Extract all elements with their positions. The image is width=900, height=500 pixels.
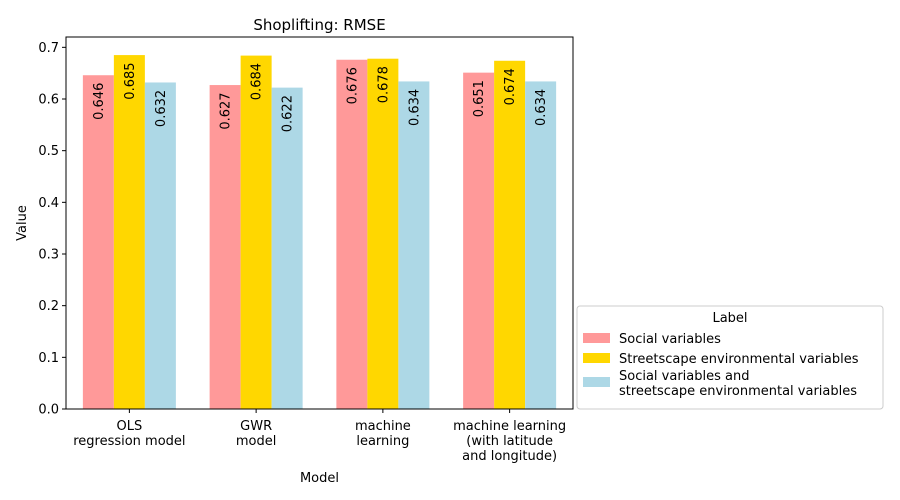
bar-value-label: 0.627 (219, 92, 234, 129)
bar-2-1 (113, 55, 145, 409)
x-axis-label: Model (300, 471, 339, 486)
bar-1-4 (463, 72, 495, 410)
legend-entry-label: Social variables and streetscape environm… (619, 369, 857, 399)
bar-value-label: 0.684 (250, 63, 265, 100)
y-tick-label: 0.0 (38, 403, 59, 418)
bar-2-2 (240, 55, 272, 409)
y-axis-label: Value (15, 205, 30, 241)
legend-swatch (583, 353, 610, 363)
bar-1-3 (336, 59, 368, 409)
bar-value-label: 0.674 (503, 68, 518, 105)
legend-title: Label (712, 311, 747, 326)
x-tick-label: machine learning (355, 419, 411, 449)
bar-3-3 (398, 81, 430, 409)
x-tick-label: machine learning (with latitude and longit… (453, 419, 566, 464)
legend-swatch (583, 333, 610, 343)
bar-value-label: 0.676 (345, 67, 360, 104)
chart-title: Shoplifting: RMSE (253, 16, 385, 34)
bar-value-label: 0.634 (534, 89, 549, 126)
bar-3-4 (525, 81, 557, 409)
bar-value-label: 0.634 (407, 89, 422, 126)
bar-value-label: 0.622 (281, 95, 296, 132)
bar-value-label: 0.685 (123, 62, 138, 99)
y-tick-label: 0.5 (38, 144, 59, 159)
bar-value-label: 0.651 (472, 80, 487, 117)
bar-2-4 (494, 60, 526, 410)
plot-area: 0.646 0.627 0.676 0.651 0.685 0.684 0.678 0.674… (38, 36, 574, 464)
y-tick-label: 0.1 (38, 351, 59, 366)
bar-value-label: 0.678 (376, 66, 391, 103)
bar-value-label: 0.646 (92, 83, 107, 120)
x-tick-label: GWR model (236, 419, 276, 449)
legend-swatch (583, 377, 610, 387)
bar-1-1 (82, 75, 114, 409)
bar-3-1 (144, 82, 176, 409)
bar-3-2 (271, 87, 303, 409)
plot-frame (65, 36, 574, 410)
bar-value-label: 0.632 (154, 90, 169, 127)
y-tick-label: 0.6 (38, 93, 59, 108)
y-tick-label: 0.4 (38, 196, 59, 211)
legend-box (576, 305, 884, 410)
legend: Label Social variables Streetscape environ… (576, 305, 884, 410)
legend-entry-label: Social variables (619, 332, 721, 347)
bar-2-3 (367, 58, 399, 409)
bar-1-2 (209, 85, 241, 410)
y-tick-label: 0.3 (38, 248, 59, 263)
y-tick-label: 0.2 (38, 299, 59, 314)
legend-entry-label: Streetscape environmental variables (619, 352, 859, 367)
x-tick-label: OLS regression model (73, 419, 185, 449)
y-tick-label: 0.7 (38, 41, 59, 56)
